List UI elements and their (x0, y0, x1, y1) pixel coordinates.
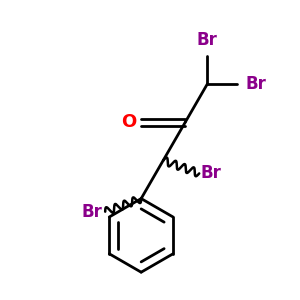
Text: Br: Br (81, 203, 102, 221)
Text: Br: Br (201, 164, 222, 182)
Text: Br: Br (246, 75, 267, 93)
Text: Br: Br (197, 31, 218, 49)
Text: O: O (122, 113, 137, 131)
